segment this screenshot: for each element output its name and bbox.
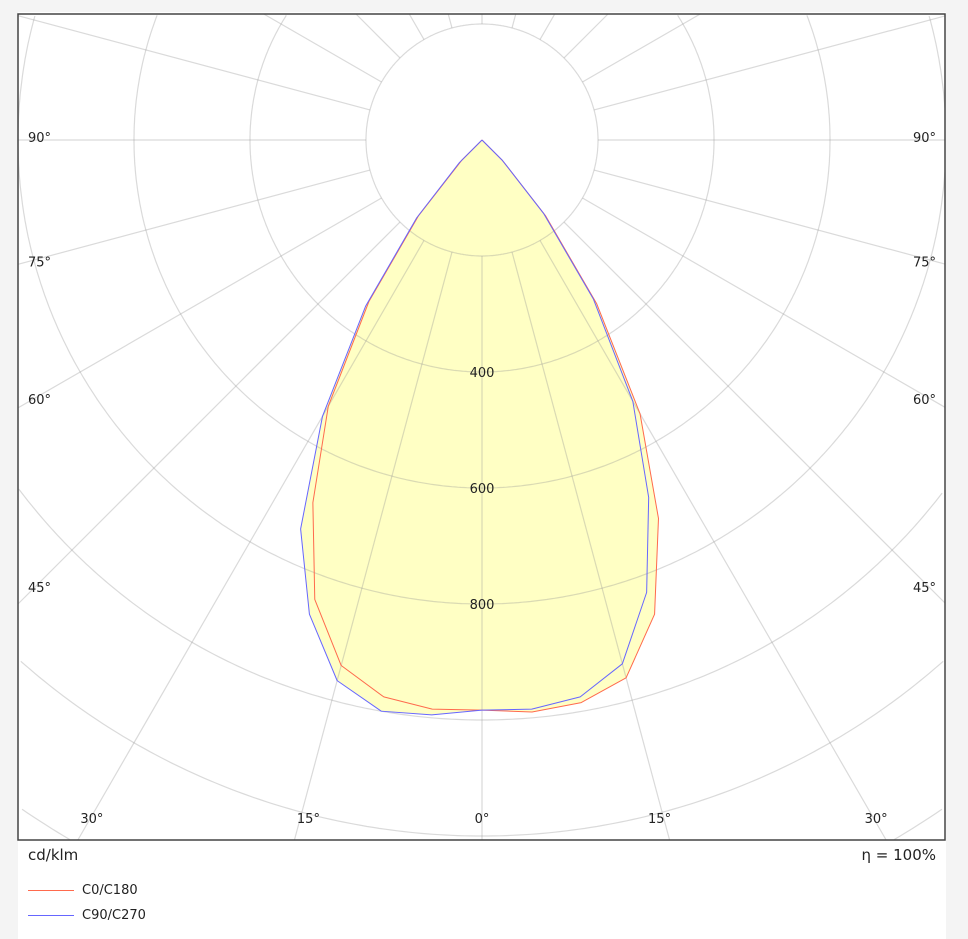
grid-spoke-150 [539,13,556,40]
legend-swatch [28,915,74,916]
grid-ring-800 [17,15,946,605]
grid-ring-1000 [18,488,943,721]
grid-ring-400 [677,15,715,140]
angle-label-right: 45° [913,581,936,596]
radial-tick-label: 600 [470,482,495,497]
grid-ring-1400 [21,808,71,841]
grid-spoke-15 [511,251,671,841]
legend-item-c90: C90/C270 [28,908,146,923]
grid-ring-800 [928,15,946,108]
angle-label-left: 60° [28,393,51,408]
angle-label-bottom: 15° [297,812,320,827]
grid-spoke-75 [593,169,946,265]
grid-spoke-105 [593,15,946,111]
grid-ring-1200 [20,660,944,837]
grid-spoke-330 [77,240,425,841]
grid-spoke-60 [582,197,946,408]
grid-ring-200 [365,23,599,257]
grid-spoke-210 [408,13,425,40]
unit-label: cd/klm [28,846,79,864]
grid-spoke-195 [447,13,453,29]
grid-ring-600 [133,15,831,489]
grid-spoke-45 [563,221,946,604]
plot-frame [17,13,946,841]
angle-label-bottom: 15° [648,812,671,827]
fill-1 [300,140,649,715]
angle-label-left: 45° [28,581,51,596]
grid-spoke-30 [539,240,887,841]
legend-label: C90/C270 [82,908,146,923]
angle-label-bottom: 0° [475,812,490,827]
grid-spoke-135 [563,13,609,59]
grid-ring-1400 [893,808,943,841]
plot-area [17,13,946,841]
angle-label-bottom: 30° [80,812,103,827]
grid-spoke-240 [263,13,382,83]
efficiency-label: η = 100% [861,846,937,864]
grid-ring-400 [249,15,715,373]
radial-tick-label: 400 [470,366,495,381]
angle-label-right: 75° [913,255,936,270]
angle-label-bottom: 30° [865,812,888,827]
legend-item-c0: C0/C180 [28,883,138,898]
grid-spoke-345 [293,251,453,841]
grid-spoke-285 [17,169,371,265]
grid-spoke-165 [511,13,517,29]
angle-label-right: 60° [913,393,936,408]
grid-spoke-315 [17,221,401,605]
legend-swatch [28,890,74,891]
grid-spoke-120 [582,13,701,83]
grid-spoke-255 [17,15,371,111]
grid-spoke-300 [17,197,382,409]
grid-ring-600 [806,15,831,140]
legend-label: C0/C180 [82,883,138,898]
series-line-C90/C270 [300,139,650,716]
angle-label-left: 75° [28,255,51,270]
grid-spoke-225 [355,13,401,59]
angle-label-left: 90° [28,131,51,146]
angle-label-right: 90° [913,131,936,146]
radial-tick-label: 800 [470,598,495,613]
